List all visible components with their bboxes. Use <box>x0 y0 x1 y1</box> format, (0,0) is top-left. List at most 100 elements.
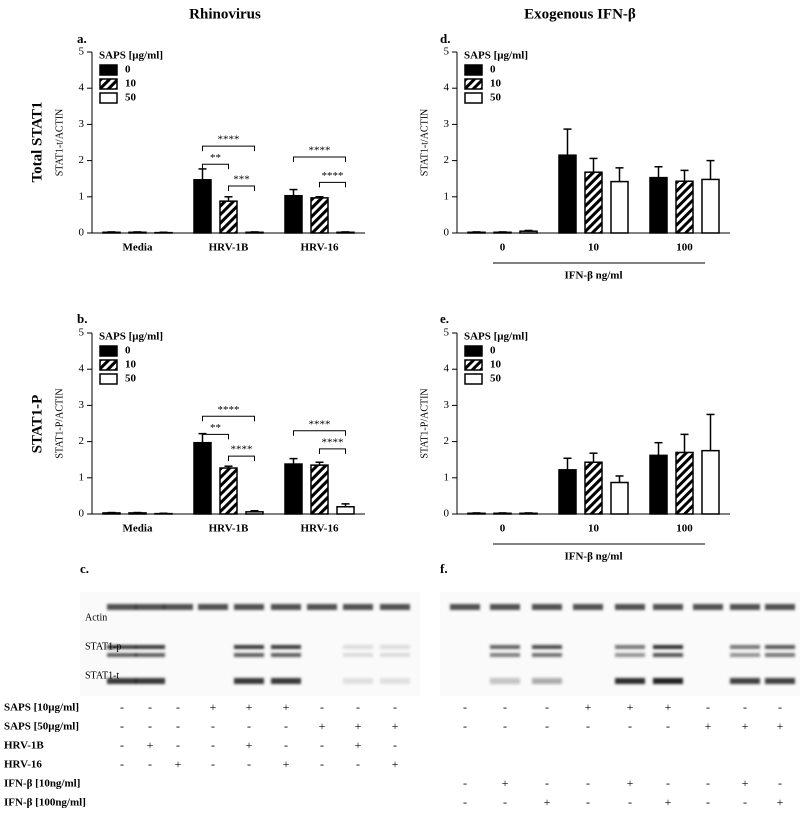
significance-label: **** <box>218 404 240 416</box>
band <box>234 604 264 610</box>
legend-title: SAPS [μg/ml] <box>464 331 528 343</box>
condition-label: HRV-1B <box>4 740 44 752</box>
condition-cell: - <box>393 700 397 714</box>
column-title: Rhinovirus <box>189 6 261 22</box>
blot-bands <box>107 604 410 684</box>
significance-bracket <box>202 415 255 422</box>
condition-label: SAPS [10μg/ml] <box>4 702 79 714</box>
band <box>343 645 373 649</box>
condition-cell: - <box>176 719 180 733</box>
condition-cell: - <box>148 700 152 714</box>
bar <box>102 512 121 515</box>
row-title: Total STAT1 <box>29 102 45 183</box>
band <box>693 604 723 610</box>
bar <box>193 441 212 515</box>
y-tick-label: 0 <box>79 508 85 520</box>
bar <box>558 469 577 515</box>
significance-label: **** <box>322 170 344 182</box>
band <box>380 645 410 649</box>
significance-label: *** <box>233 173 250 185</box>
band <box>271 678 301 684</box>
condition-cell: - <box>666 719 670 733</box>
x-axis-label: IFN-β ng/ml <box>564 551 622 563</box>
blot-label: Actin <box>85 612 107 623</box>
significance-label: ** <box>210 422 221 434</box>
y-axis-label: STAT1-t/ACTIN <box>419 109 430 177</box>
legend-label: 0 <box>490 64 496 76</box>
bar <box>219 467 238 515</box>
band <box>343 653 373 657</box>
legend-label: 10 <box>490 78 502 90</box>
panel-label: f. <box>440 561 448 576</box>
bar <box>284 463 303 515</box>
condition-cell: - <box>545 719 549 733</box>
bar <box>493 231 512 234</box>
band <box>198 604 228 610</box>
band <box>765 678 795 684</box>
band <box>135 645 165 649</box>
condition-cell: - <box>284 738 288 752</box>
condition-cell: - <box>503 795 507 809</box>
x-axis-label: IFN-β ng/ml <box>564 270 622 282</box>
x-tick-label: HRV-1B <box>209 242 249 254</box>
condition-cell: - <box>778 700 782 714</box>
y-tick-label: 5 <box>79 46 85 58</box>
bar <box>519 230 538 234</box>
y-tick-label: 1 <box>79 190 85 202</box>
band <box>653 678 683 684</box>
condition-cell: - <box>320 700 324 714</box>
y-tick-label: 4 <box>444 363 450 375</box>
condition-cell: + <box>665 700 672 714</box>
legend-swatch <box>99 359 118 371</box>
legend-label: 50 <box>490 92 502 104</box>
condition-cell: - <box>320 738 324 752</box>
band <box>234 653 264 657</box>
condition-cell: + <box>175 757 182 771</box>
band <box>730 604 760 610</box>
condition-cell: - <box>120 719 124 733</box>
bar <box>649 176 668 234</box>
y-axis-label: STAT1-t/ACTIN <box>54 109 65 177</box>
condition-cell: - <box>706 700 710 714</box>
band <box>107 645 137 649</box>
condition-label: IFN-β [100ng/ml] <box>4 797 86 809</box>
significance-bracket <box>202 433 229 440</box>
y-tick-label: 4 <box>444 82 450 94</box>
x-tick-label: HRV-16 <box>301 523 339 535</box>
band <box>532 678 562 684</box>
y-tick-label: 5 <box>79 327 85 339</box>
y-axis-label: STAT1-P/ACTIN <box>54 388 65 458</box>
condition-label: SAPS [50μg/ml] <box>4 721 79 733</box>
legend-label: 0 <box>125 345 131 357</box>
band <box>730 653 760 657</box>
condition-cell: - <box>148 757 152 771</box>
condition-cell: - <box>778 776 782 790</box>
condition-cell: + <box>283 700 290 714</box>
condition-cell: - <box>706 776 710 790</box>
y-tick-label: 3 <box>444 118 450 130</box>
legend-swatch <box>464 64 483 76</box>
y-axis-label: STAT1-P/ACTIN <box>419 388 430 458</box>
bar <box>245 511 264 515</box>
x-tick-label: 0 <box>500 523 506 535</box>
bar <box>701 449 720 515</box>
band <box>271 604 301 610</box>
legend-label: 50 <box>125 373 137 385</box>
condition-cell: + <box>355 738 362 752</box>
band <box>730 645 760 649</box>
y-tick-label: 0 <box>444 508 450 520</box>
condition-cell: - <box>743 700 747 714</box>
condition-cell: + <box>627 700 634 714</box>
y-tick-label: 2 <box>444 154 450 166</box>
bar <box>493 512 512 515</box>
band <box>380 678 410 684</box>
y-tick-label: 1 <box>444 190 450 202</box>
band <box>615 653 645 657</box>
condition-cell: - <box>211 719 215 733</box>
legend-label: 10 <box>490 359 502 371</box>
condition-cell: - <box>120 738 124 752</box>
legend-title: SAPS [μg/ml] <box>99 331 163 343</box>
legend-swatch <box>464 359 483 371</box>
band <box>135 678 165 684</box>
band <box>532 653 562 657</box>
